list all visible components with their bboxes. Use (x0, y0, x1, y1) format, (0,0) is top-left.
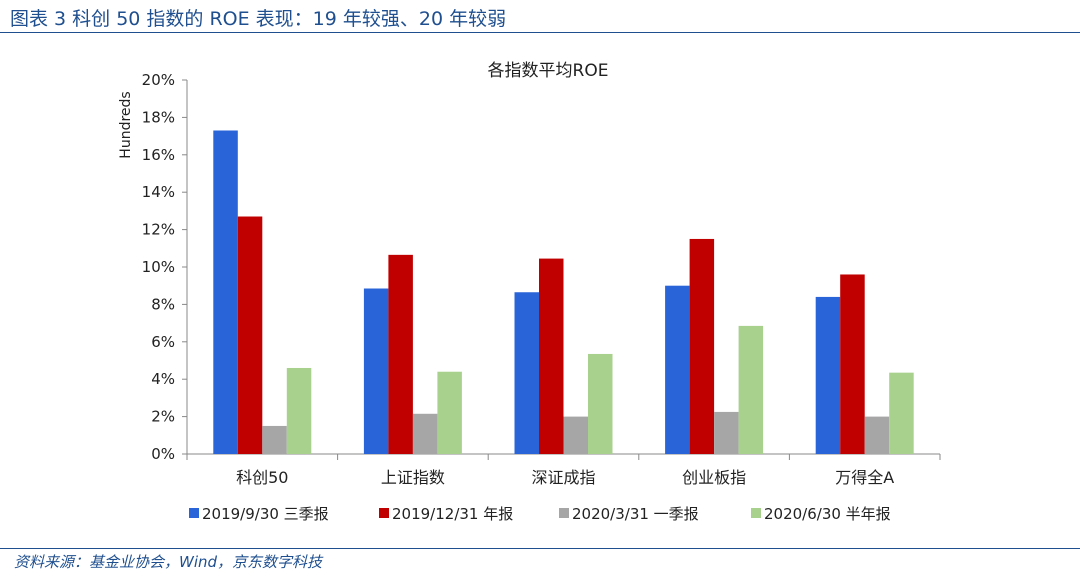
x-category-label: 创业板指 (682, 468, 746, 487)
axes: 0% 2% 4% 6% 8% 10% 12% 14% 16% 18% 20% 科创50 上证指数 深证成指… (142, 71, 941, 487)
legend-label: 2019/9/30 三季报 (202, 505, 329, 523)
bar (539, 258, 564, 454)
x-category-label: 深证成指 (531, 468, 595, 487)
legend: 2019/9/30 三季报 2019/12/31 年报 2020/3/31 一季报 2… (189, 505, 891, 523)
legend-swatch (189, 508, 199, 518)
bar (815, 296, 841, 454)
legend-swatch (751, 508, 761, 518)
y-tick-label: 12% (142, 221, 175, 239)
bar (889, 372, 914, 454)
bar (840, 274, 865, 454)
bar (514, 292, 539, 454)
figure-title: 图表 3 科创 50 指数的 ROE 表现：19 年较强、20 年较弱 (10, 8, 507, 30)
chart-title: 各指数平均ROE (488, 61, 609, 81)
y-tick-label: 18% (142, 108, 175, 126)
title-rule (0, 32, 1080, 33)
bar (213, 130, 238, 455)
bar (588, 353, 613, 454)
legend-label: 2020/3/31 一季报 (572, 505, 699, 523)
bar (437, 371, 462, 454)
bar (714, 411, 739, 454)
y-tick-label: 2% (151, 408, 175, 426)
y-tick-label: 8% (151, 295, 175, 313)
legend-swatch (379, 508, 389, 518)
bar (689, 238, 715, 454)
x-category-label: 科创50 (236, 468, 288, 487)
bar (738, 325, 764, 454)
legend-swatch (559, 508, 569, 518)
legend-label: 2019/12/31 年报 (392, 505, 513, 523)
bar (363, 288, 389, 454)
y-axis-label: Hundreds (118, 91, 134, 158)
bar (563, 416, 588, 454)
y-tick-label: 0% (151, 445, 175, 463)
source-rule (0, 548, 1080, 549)
y-tick-label: 20% (142, 71, 175, 89)
x-category-label: 上证指数 (381, 468, 445, 487)
bars (213, 130, 914, 455)
bar (412, 413, 438, 454)
y-tick-label: 6% (151, 333, 175, 351)
bar (286, 367, 312, 454)
y-tick-label: 4% (151, 370, 175, 388)
legend-label: 2020/6/30 半年报 (764, 505, 891, 523)
bar (665, 285, 690, 454)
y-tick-label: 16% (142, 146, 175, 164)
bar (262, 425, 287, 454)
bar (864, 416, 890, 454)
bar (237, 216, 263, 454)
y-tick-label: 14% (142, 183, 175, 201)
source-note: 资料来源：基金业协会，Wind，京东数字科技 (14, 553, 323, 571)
bar (388, 254, 413, 454)
y-tick-label: 10% (142, 258, 175, 276)
x-category-label: 万得全A (835, 468, 894, 487)
